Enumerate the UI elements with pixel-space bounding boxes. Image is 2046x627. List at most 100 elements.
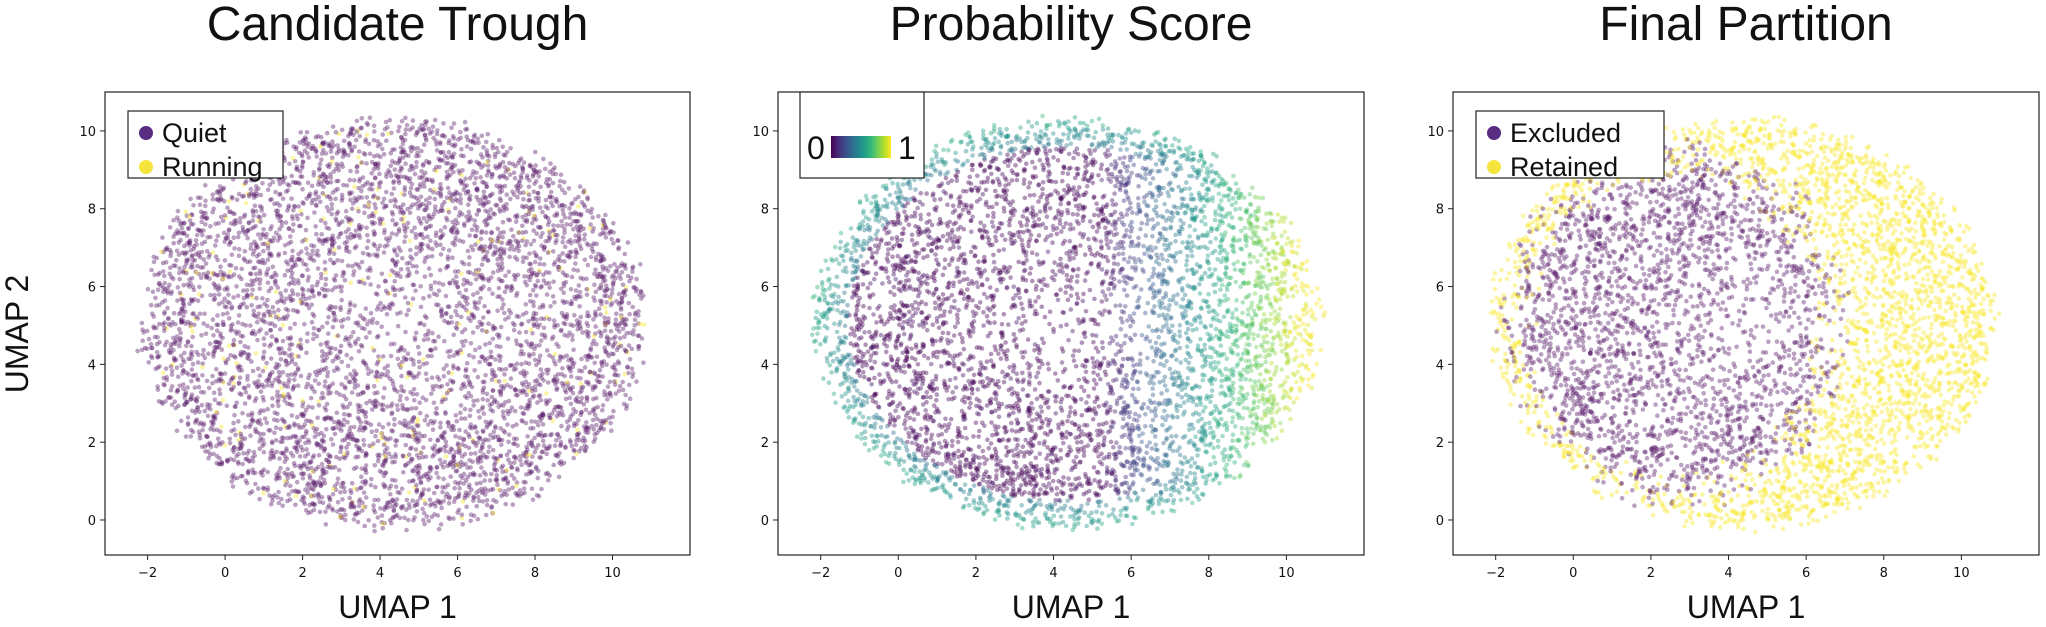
scatter-point [179, 231, 185, 236]
scatter-point [210, 380, 215, 386]
scatter-point [289, 413, 295, 418]
scatter-point [246, 383, 251, 389]
scatter-point [429, 353, 434, 359]
scatter-point [447, 190, 452, 195]
scatter-point [453, 235, 459, 240]
scatter-point [379, 216, 385, 222]
scatter-point [162, 382, 167, 388]
scatter-point [468, 518, 474, 524]
scatter-point [484, 173, 490, 178]
scatter-point [500, 144, 506, 150]
scatter-point [388, 353, 394, 359]
scatter-point [530, 331, 535, 336]
scatter-point [194, 232, 200, 238]
scatter-point [353, 512, 359, 517]
scatter-point [250, 287, 255, 293]
scatter-point [508, 310, 514, 316]
scatter-point [293, 493, 299, 499]
scatter-point [316, 453, 322, 458]
scatter-point [636, 346, 641, 352]
scatter-point [587, 225, 592, 231]
scatter-point [480, 396, 486, 402]
scatter-point [479, 465, 484, 470]
scatter-point [313, 224, 319, 229]
scatter-point [187, 277, 192, 282]
scatter-point [430, 246, 435, 252]
scatter-point [554, 414, 560, 419]
scatter-point [562, 226, 567, 232]
scatter-point [352, 184, 357, 190]
scatter-point [572, 448, 577, 454]
scatter-point [415, 502, 420, 508]
scatter-point [188, 248, 194, 253]
scatter-point [387, 517, 393, 523]
scatter-point [356, 232, 362, 238]
scatter-point [521, 160, 527, 165]
scatter-point [491, 429, 497, 435]
scatter-point [543, 197, 549, 203]
scatter-point [355, 392, 361, 398]
scatter-point [312, 210, 317, 215]
scatter-point [513, 219, 519, 224]
scatter-point [337, 392, 343, 397]
scatter-point [392, 293, 398, 298]
scatter-point [244, 292, 250, 298]
scatter-point [455, 441, 461, 446]
scatter-point [517, 158, 522, 163]
scatter-point [436, 500, 442, 505]
scatter-point [213, 285, 218, 290]
scatter-point [445, 257, 451, 262]
scatter-point [303, 407, 309, 413]
scatter-point [641, 322, 647, 327]
scatter-point [513, 238, 518, 243]
scatter-point [584, 395, 590, 401]
scatter-point [567, 250, 572, 255]
scatter-point [531, 323, 537, 329]
scatter-point [453, 480, 458, 485]
scatter-point [403, 234, 408, 239]
scatter-point [516, 248, 521, 254]
scatter-point [480, 428, 486, 434]
scatter-point [309, 320, 315, 325]
scatter-point [346, 412, 351, 418]
scatter-point [317, 166, 322, 171]
scatter-point [184, 343, 189, 349]
scatter-point [414, 374, 420, 379]
scatter-point [532, 435, 537, 441]
scatter-point [570, 323, 576, 329]
scatter-point [356, 185, 362, 191]
scatter-point [230, 484, 236, 489]
scatter-point [536, 269, 542, 275]
scatter-point [560, 235, 566, 240]
scatter-point [369, 187, 375, 192]
scatter-point [261, 248, 266, 254]
scatter-point [354, 165, 360, 170]
scatter-point [501, 384, 507, 389]
scatter-point [389, 454, 395, 460]
scatter-point [196, 429, 202, 435]
scatter-point [368, 482, 374, 488]
scatter-point [359, 160, 365, 165]
scatter-point [375, 153, 380, 158]
scatter-point [188, 297, 194, 302]
scatter-point [429, 391, 434, 397]
scatter-point [612, 261, 617, 267]
scatter-point [217, 286, 222, 291]
scatter-point [463, 367, 469, 372]
scatter-point [385, 369, 391, 374]
scatter-point [451, 332, 457, 338]
scatter-point [621, 401, 627, 407]
scatter-point [336, 355, 341, 361]
scatter-point [564, 379, 570, 385]
scatter-point [304, 151, 310, 156]
scatter-point [552, 377, 557, 383]
scatter-point [192, 385, 198, 390]
scatter-point [323, 270, 328, 275]
scatter-point [399, 363, 404, 368]
scatter-point [579, 388, 584, 394]
scatter-point [235, 293, 241, 299]
scatter-point [250, 419, 256, 424]
scatter-point [553, 240, 558, 246]
scatter-point [305, 251, 310, 256]
scatter-point [330, 358, 336, 364]
